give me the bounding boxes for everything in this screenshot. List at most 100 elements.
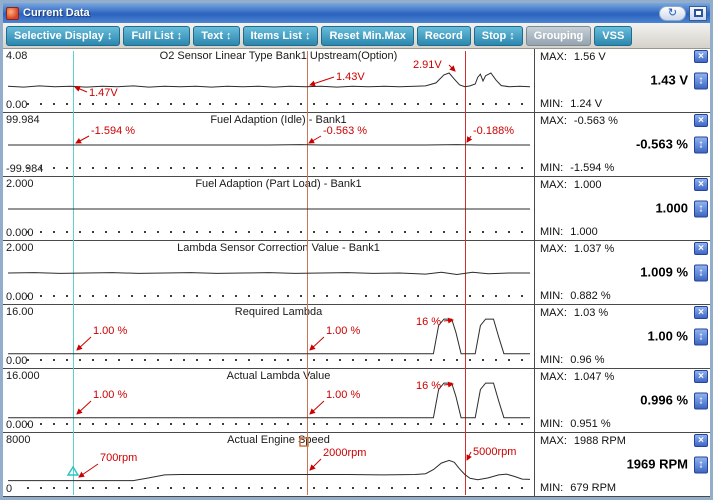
max-label: MAX: — [540, 51, 567, 63]
scale-max: 99.984 — [6, 114, 40, 126]
close-icon: × — [698, 51, 704, 62]
max-label: MAX: — [540, 371, 567, 383]
retry-button[interactable]: ↻ — [659, 5, 686, 21]
max-value: 1.000 — [573, 179, 602, 191]
chart-title: Required Lambda — [234, 306, 323, 318]
tick-dots — [27, 487, 528, 489]
reorder-chart-button[interactable]: ↕ — [694, 72, 708, 89]
stats-panel: MAX: 1.037 % × 1.009 % ↕ MIN: 0.882 % — [535, 241, 710, 304]
chart-title: Actual Engine Speed — [227, 434, 330, 446]
scale-min: 0.00 — [6, 355, 28, 367]
close-chart-button[interactable]: × — [694, 114, 708, 127]
toolbar-button-text[interactable]: Text ↕ — [193, 25, 240, 46]
scale-max: 2.000 — [6, 178, 34, 190]
close-chart-button[interactable]: × — [694, 50, 708, 63]
plot-area[interactable]: 16.00 Required Lambda 0.00 — [3, 305, 535, 368]
toolbar-button-reset-min-max[interactable]: Reset Min.Max — [321, 25, 414, 46]
restore-icon — [693, 9, 703, 17]
reorder-chart-button[interactable]: ↕ — [694, 456, 708, 473]
titlebar-controls: ↻ — [659, 5, 707, 21]
max-label: MAX: — [540, 307, 567, 319]
min-label: MIN: — [540, 226, 564, 238]
max-value: 1988 RPM — [573, 435, 626, 447]
chart-strip-fuel-adaption-idle: 99.984 Fuel Adaption (Idle) - Bank1 -99.… — [3, 113, 710, 177]
toolbar-button-stop[interactable]: Stop ↕ — [473, 25, 523, 46]
plot-area[interactable]: 2.000 Fuel Adaption (Part Load) - Bank1 … — [3, 177, 535, 240]
max-value: 1.047 % — [573, 371, 615, 383]
reorder-chart-button[interactable]: ↕ — [694, 200, 708, 217]
close-chart-button[interactable]: × — [694, 434, 708, 447]
max-value: 1.03 % — [573, 307, 609, 319]
min-label: MIN: — [540, 290, 564, 302]
min-value: 679 RPM — [570, 482, 617, 494]
reorder-chart-button[interactable]: ↕ — [694, 328, 708, 345]
toolbar-button-selective-display[interactable]: Selective Display ↕ — [6, 25, 121, 46]
reorder-chart-button[interactable]: ↕ — [694, 392, 708, 409]
chart-strip-o2-sensor: 4.08 O2 Sensor Linear Type Bank1 Upstrea… — [3, 49, 710, 113]
plot-area[interactable]: 99.984 Fuel Adaption (Idle) - Bank1 -99.… — [3, 113, 535, 176]
scale-max: 8000 — [6, 434, 31, 446]
tick-dots — [27, 231, 528, 233]
stats-panel: MAX: 1.03 % × 1.00 % ↕ MIN: 0.96 % — [535, 305, 710, 368]
plot-area[interactable]: 4.08 O2 Sensor Linear Type Bank1 Upstrea… — [3, 49, 535, 112]
tick-dots — [27, 359, 528, 361]
reorder-chart-button[interactable]: ↕ — [694, 136, 708, 153]
close-icon: × — [698, 179, 704, 190]
close-chart-button[interactable]: × — [694, 178, 708, 191]
tick-dots — [27, 423, 528, 425]
min-value: 0.882 % — [570, 290, 611, 302]
plot-area[interactable]: 2.000 Lambda Sensor Correction Value - B… — [3, 241, 535, 304]
up-down-icon: ↕ — [698, 138, 704, 150]
current-value: 1.43 V — [650, 71, 688, 87]
toolbar-button-items-list[interactable]: Items List ↕ — [242, 25, 319, 46]
toolbar-button-full-list[interactable]: Full List ↕ — [123, 25, 191, 46]
tick-dots — [27, 103, 528, 105]
scale-max: 2.000 — [6, 242, 34, 254]
current-value: 1969 RPM — [626, 455, 688, 471]
max-value: 1.037 % — [573, 243, 615, 255]
close-chart-button[interactable]: × — [694, 242, 708, 255]
scale-max: 16.000 — [6, 370, 40, 382]
current-value: 1.009 % — [640, 263, 688, 279]
max-value: -0.563 % — [573, 115, 618, 127]
stats-panel: MAX: 1.000 × 1.000 ↕ MIN: 1.000 — [535, 177, 710, 240]
window-title: Current Data — [23, 7, 90, 19]
scale-max: 4.08 — [6, 50, 28, 62]
retry-icon: ↻ — [667, 6, 678, 19]
up-down-icon: ↕ — [698, 74, 704, 86]
chart-title: Actual Lambda Value — [226, 370, 331, 382]
scale-min: 0.000 — [6, 291, 34, 303]
chart-title: O2 Sensor Linear Type Bank1 Upstream(Opt… — [159, 50, 398, 62]
toolbar-button-vss[interactable]: VSS — [594, 25, 633, 46]
up-down-icon: ↕ — [698, 458, 704, 470]
toolbar-button-grouping[interactable]: Grouping — [525, 25, 592, 46]
tick-dots — [27, 167, 528, 169]
max-value: 1.56 V — [573, 51, 606, 63]
restore-window-button[interactable] — [689, 5, 707, 21]
scale-min: -99.984 — [6, 163, 44, 175]
chart-title: Fuel Adaption (Idle) - Bank1 — [210, 114, 347, 126]
reorder-chart-button[interactable]: ↕ — [694, 264, 708, 281]
min-label: MIN: — [540, 98, 564, 110]
up-down-icon: ↕ — [698, 202, 704, 214]
scale-min: 0.000 — [6, 419, 34, 431]
toolbar-button-record[interactable]: Record — [416, 25, 471, 46]
chart-strip-lambda-correction: 2.000 Lambda Sensor Correction Value - B… — [3, 241, 710, 305]
chart-strip-required-lambda: 16.00 Required Lambda 0.00 MAX: 1.03 % × … — [3, 305, 710, 369]
plot-area[interactable]: 16.000 Actual Lambda Value 0.000 — [3, 369, 535, 432]
close-chart-button[interactable]: × — [694, 306, 708, 319]
app-icon — [6, 6, 19, 20]
min-value: 0.96 % — [570, 354, 605, 366]
min-value: 1.000 — [570, 226, 598, 238]
up-down-icon: ↕ — [698, 330, 704, 342]
min-value: 0.951 % — [570, 418, 611, 430]
scale-min: 0.000 — [6, 227, 34, 239]
chart-strip-engine-speed: 8000 Actual Engine Speed 0 MAX: 1988 RPM … — [3, 433, 710, 497]
current-value: 0.996 % — [640, 391, 688, 407]
close-chart-button[interactable]: × — [694, 370, 708, 383]
current-value: 1.000 — [655, 199, 688, 215]
max-label: MAX: — [540, 115, 567, 127]
plot-area[interactable]: 8000 Actual Engine Speed 0 — [3, 433, 535, 496]
min-label: MIN: — [540, 418, 564, 430]
